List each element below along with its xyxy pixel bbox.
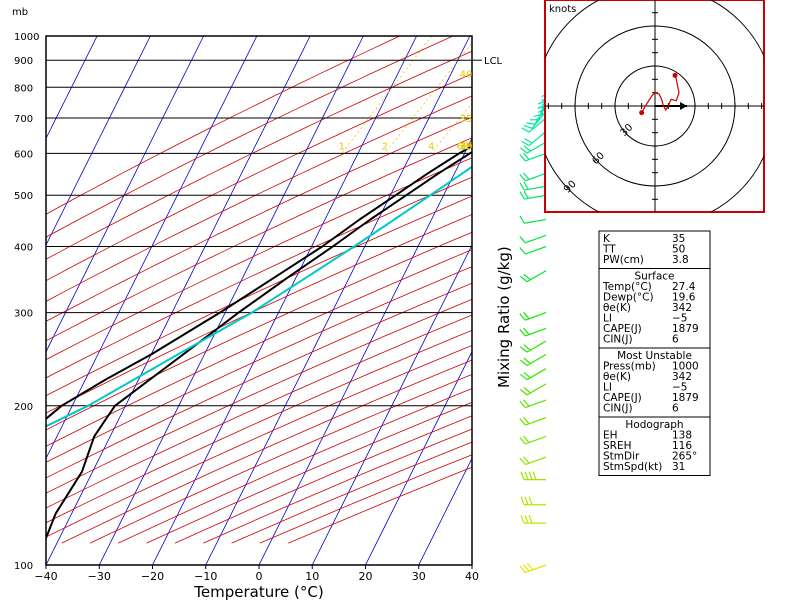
panel-row-label: PW(cm) [603,254,644,266]
wind-barb [521,497,546,505]
wind-barb [520,417,546,425]
temperature-tick-label: 10 [305,570,319,583]
hodograph-unit-label: knots [549,4,576,15]
wind-barb [521,472,546,480]
wind-barb [520,247,546,255]
wind-barb [520,384,546,395]
lcl-marker: LCL [472,56,503,67]
temperature-tick-label: 30 [412,570,426,583]
wind-barb [520,142,546,153]
panel-row-value: 3.8 [672,254,689,266]
temperature-tick-labels: −40 −30 −20 −10 0 10 20 30 40 [34,565,479,583]
panel-row-label: CIN(J) [603,403,633,415]
temperature-tick-label: −40 [34,570,57,583]
pressure-tick-label: 200 [14,402,33,413]
isotherm-line [99,36,363,565]
mixing-ratio-label: 30 [460,141,473,152]
panel-row-value: 6 [672,403,679,415]
mixing-ratio-line [385,36,478,153]
skewt-frame [46,36,472,565]
pressure-tick-label: 400 [14,243,33,254]
mixing-ratio-line [431,36,526,153]
panel-row-value: 31 [672,461,685,473]
wind-barb [520,328,546,336]
dewpoint-trace [0,36,628,565]
pressure-tick-label: 600 [14,149,33,160]
most-unstable-panel: Most UnstablePress(mb)1000θe(K)342LI−5CA… [599,348,710,417]
temperature-tick-label: −30 [88,570,111,583]
mixing-ratio-line [342,36,432,153]
mixing-ratio-label: 35 [460,114,473,125]
mixing-ratio-label: 40 [460,69,473,80]
pressure-tick-label: 100 [14,561,33,572]
wind-barb [520,369,546,380]
panel-row-label: StmSpd(kt) [603,461,662,473]
wind-barb [520,563,546,572]
pressure-tick-labels: 1000 900 800 700 600 500 400 300 200 100 [14,32,39,572]
temperature-tick-label: 0 [256,570,263,583]
mixing-ratio-label: 1 [339,141,345,152]
panel-row-label: CIN(J) [603,334,633,346]
isobars [46,36,472,565]
x-axis-title: Temperature (°C) [193,583,323,600]
mixing-ratio-line [460,36,557,153]
wind-barb [520,173,546,181]
pressure-tick-label: 500 [14,191,33,202]
wind-barb [521,515,546,523]
wind-barb [520,312,546,320]
pressure-tick-label: 300 [14,309,33,320]
temperature-tick-label: −10 [194,570,217,583]
temperature-tick-label: −20 [141,570,164,583]
wind-barb [520,191,546,199]
wind-barb [522,131,546,145]
wind-barb [520,354,546,365]
pressure-tick-label: 700 [14,114,33,125]
temperature-tick-label: 20 [359,570,373,583]
temperature-tick-label: 40 [465,570,479,583]
surface-panel: SurfaceTemp(°C)27.4Dewp(°C)19.6θe(K)342L… [599,269,710,349]
mixing-ratio-axis-title: Mixing Ratio (g/kg) [495,246,513,388]
pressure-unit-label: mb [12,7,28,18]
isotherm-line [153,36,417,565]
wind-barb [520,457,546,465]
hodograph-end-dot [672,73,677,78]
wind-barb [520,436,546,444]
pressure-tick-label: 900 [14,56,33,67]
wind-barb [520,182,546,190]
pressure-tick-label: 1000 [14,32,39,43]
wind-barb [520,235,546,243]
mixing-ratio-label: 4 [428,141,434,152]
isotherm-line [0,36,257,565]
wind-barb [520,271,546,282]
wind-barb [520,400,546,408]
lcl-label: LCL [484,56,503,67]
mixing-ratio-label: 2 [382,141,388,152]
wind-barb [520,216,546,223]
wind-barb [520,341,546,352]
isotherm-line [259,36,523,565]
hodograph-start-dot [639,110,644,115]
panel-row-value: 6 [672,334,679,346]
wind-barb [520,153,546,161]
pressure-tick-label: 800 [14,83,33,94]
